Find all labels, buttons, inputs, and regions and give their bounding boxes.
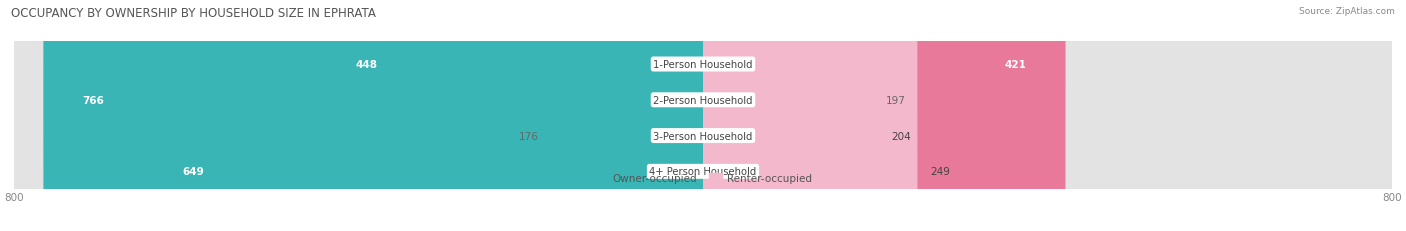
FancyBboxPatch shape [14,0,1392,231]
FancyBboxPatch shape [703,0,918,231]
FancyBboxPatch shape [14,0,1392,231]
Text: 3-Person Household: 3-Person Household [654,131,752,141]
Text: 448: 448 [356,60,378,70]
FancyBboxPatch shape [703,0,1066,231]
FancyBboxPatch shape [318,0,703,231]
Text: 249: 249 [931,167,950,176]
Text: 649: 649 [183,167,205,176]
Text: 421: 421 [1005,60,1026,70]
Text: 766: 766 [82,95,104,105]
Text: 176: 176 [519,131,538,141]
FancyBboxPatch shape [703,0,879,231]
Text: 204: 204 [891,131,911,141]
Text: Source: ZipAtlas.com: Source: ZipAtlas.com [1299,7,1395,16]
FancyBboxPatch shape [551,0,703,231]
FancyBboxPatch shape [14,0,1392,231]
Text: 197: 197 [886,95,905,105]
FancyBboxPatch shape [14,0,1392,231]
Text: OCCUPANCY BY OWNERSHIP BY HOUSEHOLD SIZE IN EPHRATA: OCCUPANCY BY OWNERSHIP BY HOUSEHOLD SIZE… [11,7,377,20]
Text: 2-Person Household: 2-Person Household [654,95,752,105]
Text: 4+ Person Household: 4+ Person Household [650,167,756,176]
FancyBboxPatch shape [703,0,873,231]
FancyBboxPatch shape [44,0,703,231]
Text: 1-Person Household: 1-Person Household [654,60,752,70]
FancyBboxPatch shape [143,0,703,231]
Legend: Owner-occupied, Renter-occupied: Owner-occupied, Renter-occupied [591,169,815,187]
